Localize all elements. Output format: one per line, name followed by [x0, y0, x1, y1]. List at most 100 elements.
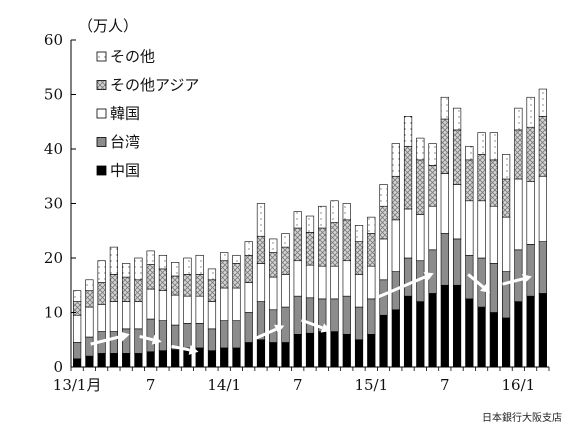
- bar-segment-1-24: [367, 298, 376, 335]
- bar-segment-2-34: [489, 205, 498, 264]
- bar-segment-4-5: [134, 257, 143, 281]
- bar-segment-3-37: [526, 126, 535, 182]
- bar-segment-2-5: [134, 301, 143, 330]
- bar-segment-0-8: [171, 349, 180, 368]
- bar-segment-1-0: [73, 342, 82, 360]
- bar-segment-0-3: [109, 353, 118, 368]
- bar-segment-4-31: [452, 107, 462, 131]
- bar-segment-1-25: [379, 279, 388, 316]
- bar-segment-2-31: [452, 184, 462, 240]
- legend-swatch-0: [96, 51, 107, 62]
- bar-segment-3-6: [146, 264, 155, 290]
- bar-segment-4-6: [146, 250, 155, 265]
- bar-segment-4-24: [367, 216, 376, 234]
- bar-segment-3-16: [269, 252, 278, 278]
- bar-segment-0-23: [354, 339, 364, 368]
- source-note: 日本銀行大阪支店: [482, 413, 562, 424]
- x-tick-label-5: 7: [440, 376, 450, 394]
- bar-segment-4-32: [465, 145, 474, 161]
- bar-segment-4-17: [281, 233, 290, 248]
- bar-segment-3-31: [452, 129, 462, 185]
- bar-segment-4-26: [391, 143, 400, 177]
- trend-arrow-shaft-4: [300, 318, 323, 330]
- bar-segment-0-33: [477, 306, 486, 368]
- trend-arrow-head-3: [274, 324, 285, 334]
- bar-segment-4-11: [207, 268, 217, 281]
- trend-arrow-head-4: [320, 323, 331, 333]
- legend-label-2: 韓国: [110, 105, 140, 123]
- bar-segment-2-29: [428, 205, 437, 251]
- bar-segment-4-0: [73, 290, 82, 302]
- bar-segment-3-13: [232, 263, 241, 289]
- bar-segment-0-6: [146, 351, 155, 368]
- bar-segment-0-16: [269, 342, 278, 368]
- bar-segment-2-10: [195, 295, 204, 324]
- bar-segment-0-21: [330, 331, 339, 368]
- bar-segment-1-9: [183, 323, 192, 349]
- bar-segment-4-25: [379, 184, 388, 207]
- bar-segment-0-30: [440, 284, 449, 368]
- bar-segment-3-0: [73, 301, 82, 316]
- bar-segment-3-7: [158, 268, 168, 291]
- bar-segment-3-22: [342, 219, 351, 262]
- bar-segment-2-13: [232, 287, 241, 321]
- bar-segment-2-35: [501, 216, 511, 272]
- bar-segment-3-35: [501, 178, 511, 218]
- bar-segment-1-3: [109, 331, 118, 354]
- bar-segment-3-30: [440, 118, 449, 174]
- bar-segment-0-19: [305, 332, 315, 368]
- bar-segment-3-14: [244, 254, 253, 283]
- legend-swatch-3: [96, 137, 107, 147]
- bar-segment-2-24: [367, 265, 376, 300]
- bar-segment-3-27: [403, 145, 413, 210]
- bar-segment-3-21: [330, 222, 339, 267]
- trend-arrow-shaft-0: [90, 335, 122, 346]
- bar-segment-4-3: [109, 246, 118, 275]
- bar-segment-4-33: [477, 132, 486, 155]
- x-tick-label-3: 7: [293, 376, 303, 394]
- bar-segment-4-13: [232, 254, 241, 264]
- bar-segment-2-9: [183, 295, 192, 324]
- trend-arrows: [90, 272, 532, 355]
- bar-segment-3-24: [367, 233, 376, 267]
- bar-segment-0-32: [465, 298, 474, 368]
- bar-segment-1-19: [305, 297, 315, 334]
- trend-arrow-shaft-1: [139, 335, 154, 342]
- bar-segment-3-25: [379, 205, 388, 240]
- bar-segment-4-37: [526, 96, 535, 128]
- bar-segment-1-10: [195, 323, 204, 349]
- bar-segment-4-14: [244, 241, 253, 256]
- bar-segment-2-32: [465, 200, 474, 256]
- bar-segment-3-2: [97, 282, 106, 305]
- bar-segment-2-19: [305, 264, 315, 299]
- bar-segment-2-2: [97, 304, 106, 332]
- bar-segment-2-33: [477, 200, 486, 259]
- bar-segment-1-1: [85, 336, 94, 357]
- bar-segment-2-22: [342, 260, 351, 297]
- bar-segment-3-20: [318, 227, 327, 267]
- bar-segment-1-12: [220, 320, 229, 349]
- bar-segment-0-28: [416, 301, 425, 368]
- bar-segment-1-30: [440, 233, 449, 286]
- bar-segment-1-14: [244, 312, 253, 343]
- bar-segment-3-3: [109, 274, 118, 302]
- y-tick-label-30: 30: [44, 195, 63, 213]
- bar-segment-3-5: [134, 279, 143, 302]
- bar-segment-1-5: [134, 328, 143, 354]
- bar-segment-2-25: [379, 238, 388, 281]
- bar-segment-3-32: [465, 159, 474, 202]
- trend-arrow-head-2: [188, 345, 199, 355]
- bar-segment-0-22: [342, 333, 351, 368]
- bar-segment-4-2: [97, 260, 106, 283]
- bar-segment-0-14: [244, 342, 253, 368]
- x-tick-label-6: 16/1: [502, 376, 536, 394]
- legend-swatch-4: [96, 165, 107, 176]
- bar-segment-2-8: [171, 294, 180, 326]
- trend-arrow-head-0: [119, 331, 130, 342]
- bar-segment-0-12: [220, 347, 229, 368]
- y-tick-label-50: 50: [44, 86, 63, 104]
- bar-segment-4-38: [538, 88, 547, 117]
- bar-segment-2-38: [538, 175, 547, 242]
- bar-segment-3-9: [183, 274, 192, 297]
